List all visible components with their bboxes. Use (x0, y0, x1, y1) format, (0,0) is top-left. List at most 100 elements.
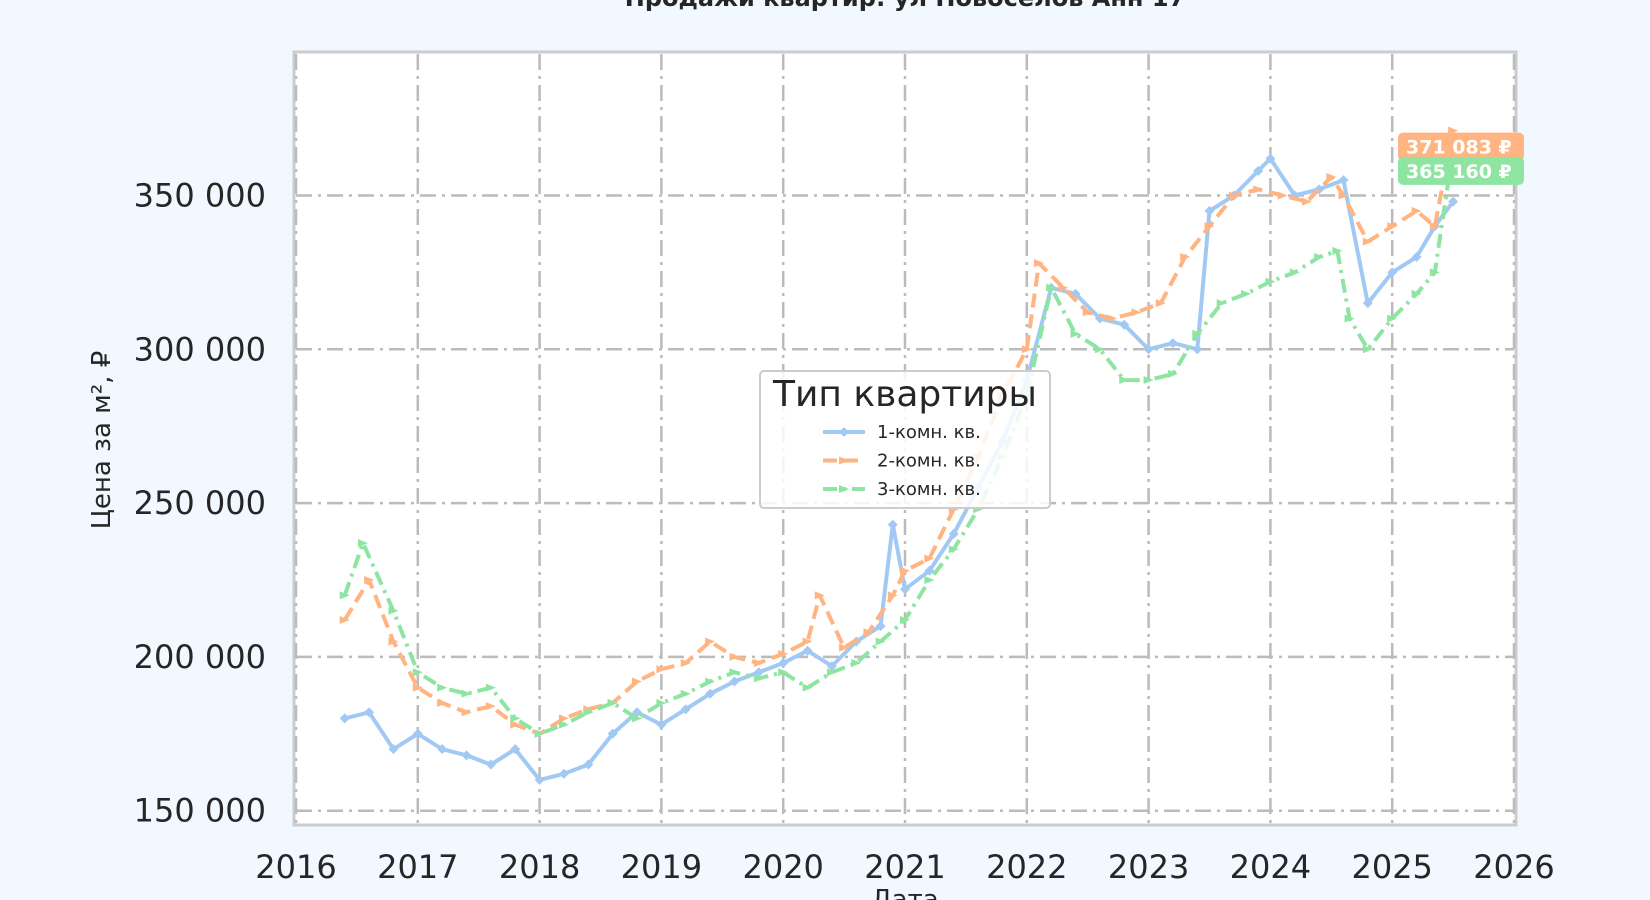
x-tick-label: 2020 (742, 848, 823, 886)
data-point (1277, 191, 1288, 200)
y-tick-label: 250 000 (134, 484, 266, 522)
data-point (1046, 283, 1057, 292)
x-tick-label: 2024 (1230, 848, 1311, 886)
data-point (1253, 165, 1264, 176)
y-tick-label: 350 000 (134, 176, 266, 214)
data-point (1180, 253, 1191, 262)
data-point (1192, 329, 1203, 338)
end-label-box (1398, 132, 1524, 161)
data-point (1204, 205, 1215, 216)
data-point (680, 704, 691, 715)
data-point (388, 606, 399, 615)
x-tick-label: 2022 (986, 848, 1067, 886)
data-point (1167, 338, 1178, 349)
x-tick-label: 2018 (499, 848, 580, 886)
x-tick-label: 2019 (621, 848, 702, 886)
legend-label: 1-комн. кв. (877, 422, 981, 443)
data-point (412, 668, 423, 677)
data-point (900, 584, 910, 595)
data-point (1058, 283, 1069, 292)
data-point (729, 652, 740, 661)
data-point (753, 674, 764, 683)
y-tick-labels: 150 000 200 000 250 000 300 000 350 000 (134, 176, 266, 829)
data-point (1265, 153, 1276, 164)
data-point (558, 720, 569, 729)
data-point (656, 665, 667, 674)
data-point (1387, 314, 1398, 323)
data-point (558, 714, 569, 723)
data-point (461, 708, 472, 717)
data-point (863, 628, 874, 637)
data-point (1241, 289, 1252, 298)
data-point (1344, 314, 1355, 323)
legend-marker (839, 456, 849, 465)
data-point (510, 714, 521, 723)
data-point (826, 661, 837, 672)
data-point (924, 554, 935, 563)
data-point (802, 645, 813, 656)
data-point (1216, 299, 1227, 308)
x-tick-label: 2025 (1351, 848, 1432, 886)
data-point (1411, 252, 1422, 263)
data-point (1265, 277, 1276, 286)
data-point (778, 658, 789, 669)
data-point (412, 728, 423, 739)
data-point (1338, 175, 1349, 186)
data-point (1448, 196, 1459, 207)
data-point (485, 702, 496, 711)
data-point (778, 668, 789, 677)
data-point (412, 683, 423, 692)
data-point (729, 668, 740, 677)
data-point (1107, 314, 1118, 323)
chart-title: Продажи квартир: ул Новоселов Анн 17 (625, 0, 1186, 12)
data-point (510, 720, 521, 729)
data-point (1429, 222, 1440, 231)
data-point (1326, 173, 1337, 182)
data-point (1070, 329, 1081, 338)
end-label-box (1398, 156, 1524, 185)
data-point (510, 744, 521, 755)
data-point (1143, 376, 1154, 385)
data-point (839, 643, 850, 652)
data-point (461, 750, 472, 761)
x-tick-labels: 2016 2017 2018 2019 2020 2021 2022 2023 2024 2025… (255, 848, 1554, 886)
data-point (1362, 298, 1373, 309)
data-point (948, 545, 959, 554)
data-point (875, 637, 886, 646)
y-tick-label: 150 000 (134, 792, 266, 830)
data-point (364, 575, 375, 584)
data-point (680, 659, 691, 668)
data-point (1314, 253, 1325, 262)
data-point (339, 615, 350, 624)
x-tick-label: 2021 (864, 848, 945, 886)
data-point (887, 519, 898, 530)
data-point (1411, 206, 1422, 215)
data-point (1192, 344, 1203, 355)
data-point (1021, 345, 1032, 354)
legend-items: 1-комн. кв. 2-комн. кв. 3-комн. кв. (823, 422, 981, 500)
data-point (357, 539, 368, 548)
data-point (1362, 237, 1373, 246)
data-point (1429, 268, 1440, 277)
data-point (1289, 268, 1300, 277)
data-point (1131, 308, 1142, 317)
x-tick-label: 2016 (255, 848, 336, 886)
data-point (656, 699, 667, 708)
data-point (705, 637, 716, 646)
data-point (1387, 267, 1398, 278)
data-point (364, 707, 375, 718)
legend-marker (839, 485, 849, 493)
data-point (1228, 191, 1239, 200)
data-point (924, 575, 935, 584)
data-point (558, 768, 569, 779)
data-point (814, 591, 825, 600)
data-point (1082, 308, 1093, 317)
legend-label: 2-комн. кв. (877, 451, 981, 472)
legend: Тип квартиры 1-комн. кв. 2-комн. кв. 3-ком… (759, 370, 1051, 509)
legend-label: 3-комн. кв. (877, 479, 981, 500)
data-point (485, 683, 496, 692)
data-point (851, 659, 862, 668)
data-point (826, 668, 837, 677)
data-point (680, 689, 691, 698)
